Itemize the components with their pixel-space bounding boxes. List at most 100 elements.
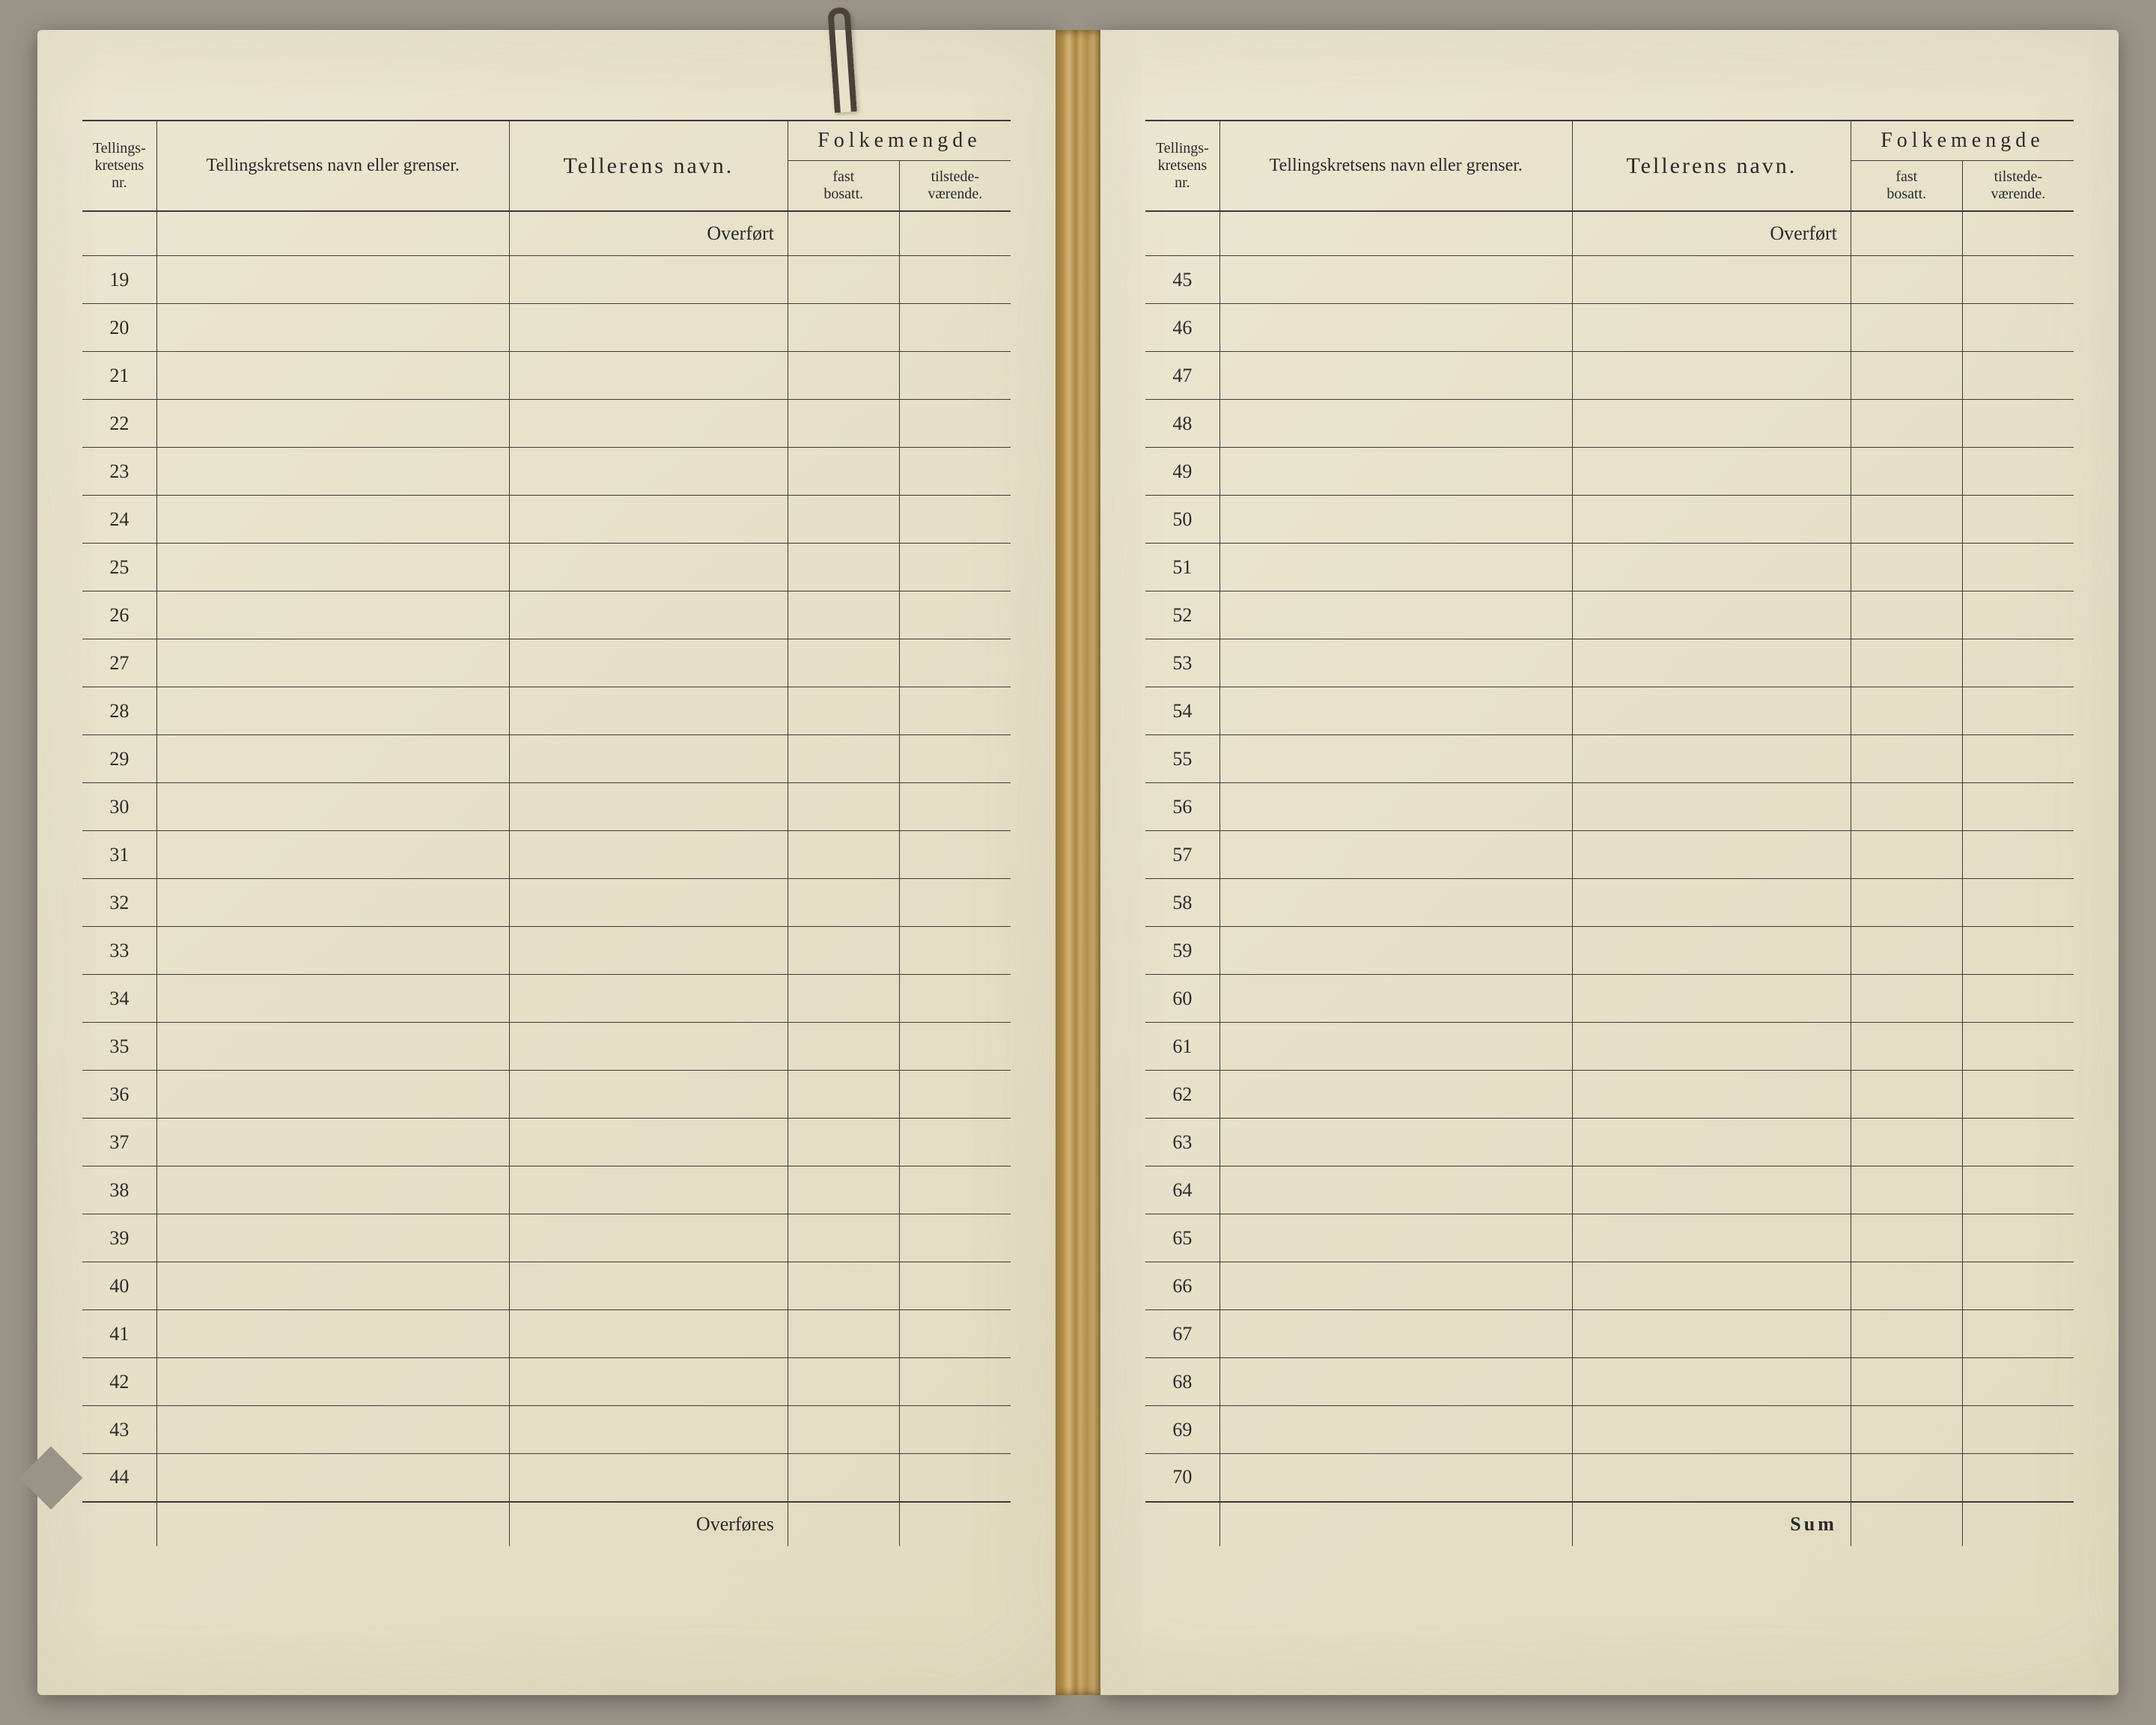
cell-teller <box>1572 1406 1851 1454</box>
table-row: 27 <box>82 639 1011 687</box>
cell-fast <box>1851 591 1962 639</box>
cell-teller <box>509 879 788 927</box>
cell-name <box>156 1119 509 1166</box>
cell-tilstede <box>899 1214 1011 1262</box>
cell-fast <box>1851 544 1962 591</box>
sum-row: Sum <box>1145 1502 2074 1546</box>
cell-teller <box>1572 496 1851 544</box>
cell-tilstede <box>899 879 1011 927</box>
cell-teller <box>509 256 788 304</box>
left-table: Tellings- kretsens nr. Tellingskretsens … <box>82 120 1011 1546</box>
cell-fast <box>788 1406 899 1454</box>
cell-name <box>1219 544 1572 591</box>
cell-name <box>1219 1166 1572 1214</box>
cell-fast <box>788 1262 899 1310</box>
table-row: 41 <box>82 1310 1011 1358</box>
table-row: 24 <box>82 496 1011 544</box>
row-number: 67 <box>1145 1310 1219 1358</box>
cell-teller <box>1572 591 1851 639</box>
carry-top-row: Overført <box>82 211 1011 256</box>
table-row: 68 <box>1145 1358 2074 1406</box>
row-number: 63 <box>1145 1119 1219 1166</box>
table-row: 49 <box>1145 448 2074 496</box>
cell-fast <box>788 256 899 304</box>
cell-teller <box>509 735 788 783</box>
cell-fast <box>1851 1262 1962 1310</box>
table-row: 48 <box>1145 400 2074 448</box>
cell-tilstede <box>1962 975 2074 1023</box>
cell-fast <box>788 400 899 448</box>
cell-teller <box>509 1214 788 1262</box>
cell-fast <box>1851 1166 1962 1214</box>
table-row: 39 <box>82 1214 1011 1262</box>
cell-fast <box>1851 1119 1962 1166</box>
cell-fast <box>788 831 899 879</box>
col-folk: Folkemengde <box>788 121 1011 161</box>
cell-teller <box>1572 879 1851 927</box>
cell-name <box>1219 1023 1572 1071</box>
cell-tilstede <box>899 352 1011 400</box>
cell-teller <box>1572 400 1851 448</box>
cell-tilstede <box>1962 1119 2074 1166</box>
left-table-body: 1920212223242526272829303132333435363738… <box>82 256 1011 1502</box>
col-teller: Tellerens navn. <box>1572 121 1851 211</box>
col-tilstede: tilstede- værende. <box>1962 161 2074 212</box>
cell-tilstede <box>1962 639 2074 687</box>
table-row: 66 <box>1145 1262 2074 1310</box>
row-number: 65 <box>1145 1214 1219 1262</box>
cell-fast <box>1851 1023 1962 1071</box>
row-number: 34 <box>82 975 156 1023</box>
cell-teller <box>509 639 788 687</box>
cell-name <box>156 1310 509 1358</box>
table-row: 58 <box>1145 879 2074 927</box>
row-number: 36 <box>82 1071 156 1119</box>
cell-tilstede <box>1962 1214 2074 1262</box>
cell-name <box>156 400 509 448</box>
table-row: 52 <box>1145 591 2074 639</box>
hdr-fast-2: bosatt. <box>1886 186 1926 202</box>
cell-tilstede <box>1962 256 2074 304</box>
cell-teller <box>1572 1119 1851 1166</box>
overfort-label: Overført <box>509 211 788 256</box>
cell-name <box>1219 1358 1572 1406</box>
table-row: 32 <box>82 879 1011 927</box>
cell-fast <box>788 783 899 831</box>
cell-tilstede <box>899 1358 1011 1406</box>
cell-teller <box>509 1310 788 1358</box>
row-number: 70 <box>1145 1454 1219 1502</box>
cell-teller <box>509 448 788 496</box>
cell-name <box>1219 687 1572 735</box>
cell-tilstede <box>899 1023 1011 1071</box>
table-row: 35 <box>82 1023 1011 1071</box>
cell-fast <box>788 735 899 783</box>
table-row: 21 <box>82 352 1011 400</box>
cell-name <box>1219 1071 1572 1119</box>
cell-name <box>1219 783 1572 831</box>
hdr-nr-2: kretsens <box>1158 157 1208 174</box>
row-number: 37 <box>82 1119 156 1166</box>
row-number: 61 <box>1145 1023 1219 1071</box>
cell-name <box>156 1406 509 1454</box>
cell-teller <box>509 304 788 352</box>
cell-tilstede <box>1962 1406 2074 1454</box>
sum-label: Sum <box>1572 1502 1851 1546</box>
cell-teller <box>1572 783 1851 831</box>
table-header: Tellings- kretsens nr. Tellingskretsens … <box>1145 121 2074 256</box>
cell-name <box>1219 1406 1572 1454</box>
table-row: 70 <box>1145 1454 2074 1502</box>
cell-fast <box>1851 1406 1962 1454</box>
table-row: 45 <box>1145 256 2074 304</box>
cell-name <box>156 927 509 975</box>
cell-fast <box>788 1358 899 1406</box>
cell-teller <box>1572 975 1851 1023</box>
cell-tilstede <box>899 256 1011 304</box>
cell-fast <box>1851 1358 1962 1406</box>
cell-fast <box>788 687 899 735</box>
page-tear <box>19 1446 83 1510</box>
cell-tilstede <box>899 687 1011 735</box>
table-row: 67 <box>1145 1310 2074 1358</box>
cell-name <box>156 304 509 352</box>
cell-fast <box>788 927 899 975</box>
table-row: 28 <box>82 687 1011 735</box>
cell-fast <box>1851 975 1962 1023</box>
